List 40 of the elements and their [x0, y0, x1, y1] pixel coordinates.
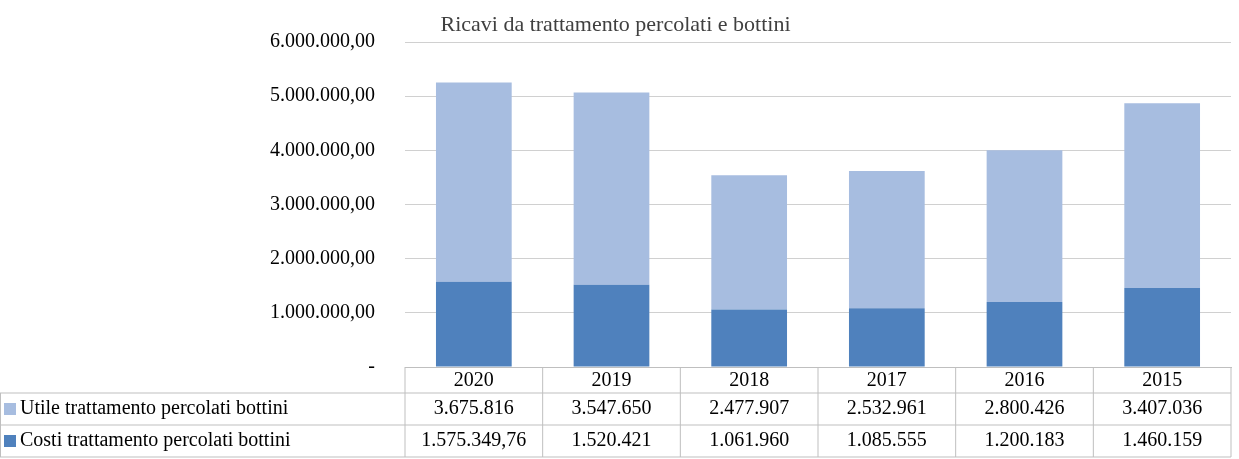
bar — [1124, 287, 1201, 367]
data-label: 1.520.421 — [571, 428, 652, 451]
x-tick-label: 2016 — [1004, 368, 1045, 391]
data-label: 1.085.555 — [846, 428, 927, 451]
bar — [848, 308, 925, 367]
x-tick-label: 2015 — [1142, 368, 1183, 391]
data-label: 1.200.183 — [984, 428, 1065, 451]
x-tick-label: 2017 — [866, 368, 907, 391]
bar — [573, 92, 650, 285]
bar — [435, 82, 512, 282]
legend-label: Utile trattamento percolati bottini — [20, 396, 289, 420]
chart-title: Ricavi da trattamento percolati e bottini — [440, 10, 791, 36]
x-tick-label: 2018 — [729, 368, 770, 391]
data-label: 1.575.349,76 — [421, 428, 527, 451]
y-tick-label: 5.000.000,00 — [270, 83, 375, 106]
bar — [711, 309, 788, 367]
data-label: 2.532.961 — [846, 396, 927, 419]
y-tick-label: - — [368, 354, 375, 377]
data-label: 3.547.650 — [571, 396, 652, 419]
data-label: 2.800.426 — [984, 396, 1065, 419]
data-label: 3.675.816 — [433, 396, 514, 419]
y-tick-label: 3.000.000,00 — [270, 191, 375, 214]
data-label: 2.477.907 — [709, 396, 790, 419]
bar — [435, 281, 512, 367]
data-label: 1.061.960 — [709, 428, 790, 451]
bar — [1124, 103, 1201, 288]
data-label: 1.460.159 — [1122, 428, 1203, 451]
y-tick-label: 6.000.000,00 — [270, 29, 375, 52]
data-label: 3.407.036 — [1122, 396, 1203, 419]
bar — [573, 284, 650, 367]
y-tick-label: 1.000.000,00 — [270, 300, 375, 323]
bar — [986, 150, 1063, 302]
bar — [986, 301, 1063, 367]
legend-label: Costi trattamento percolati bottini — [20, 428, 291, 452]
bar — [848, 171, 925, 309]
bar — [711, 175, 788, 310]
y-tick-label: 2.000.000,00 — [270, 245, 375, 268]
x-tick-label: 2019 — [591, 368, 632, 391]
x-tick-label: 2020 — [453, 368, 494, 391]
y-tick-label: 4.000.000,00 — [270, 137, 375, 160]
